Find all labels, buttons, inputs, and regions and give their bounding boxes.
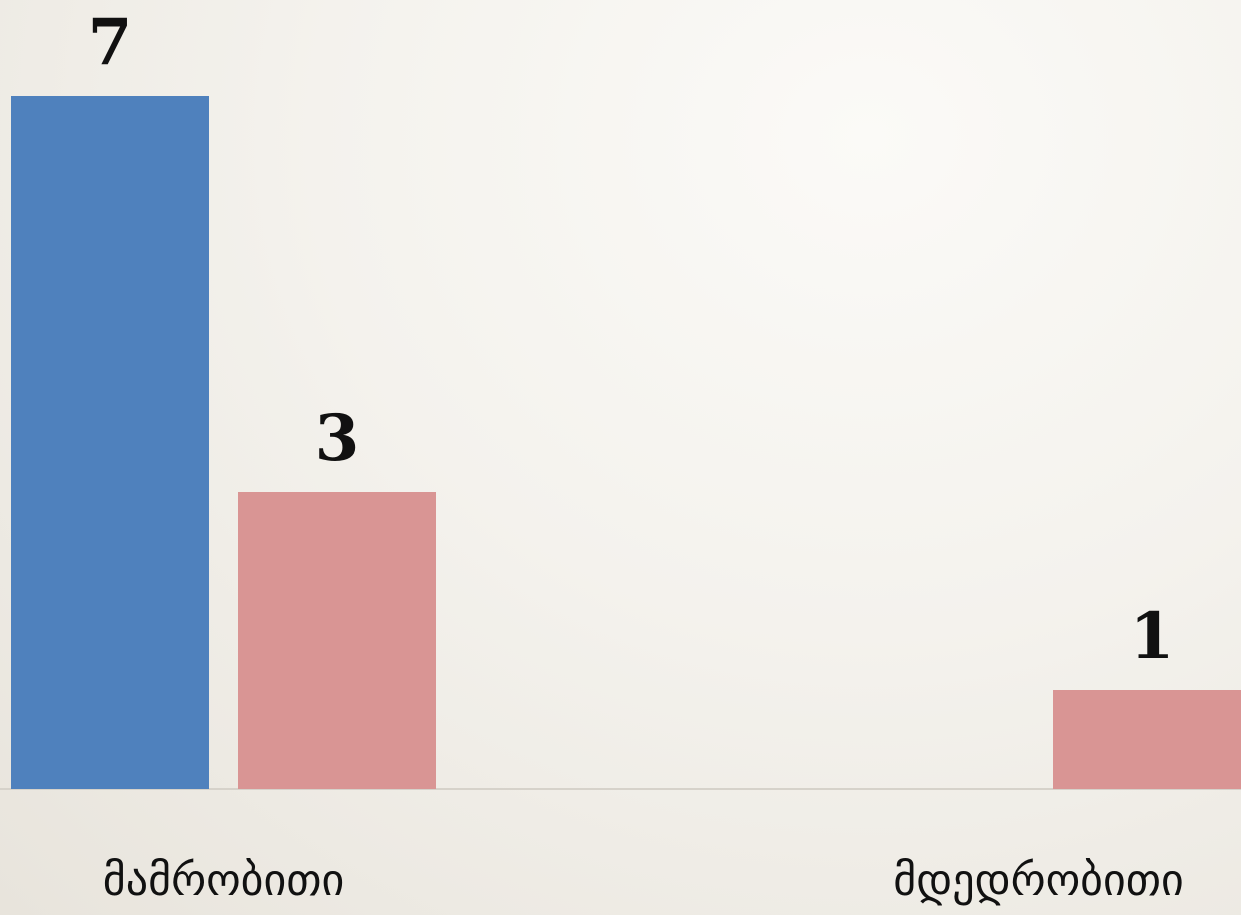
category-label: მამრობითი [103, 855, 344, 906]
bar [238, 492, 436, 789]
bar [11, 96, 209, 789]
bar-value-label: 3 [315, 401, 360, 476]
bar-value-label: 1 [1130, 599, 1175, 674]
bar [1053, 690, 1241, 789]
category-label: მდედრობითი [893, 855, 1183, 906]
bars-group [11, 96, 1241, 789]
value-labels-group: 7 3 1 [88, 5, 1175, 674]
category-labels-group: მამრობითი მდედრობითი [103, 855, 1184, 906]
bar-value-label: 7 [88, 5, 133, 80]
